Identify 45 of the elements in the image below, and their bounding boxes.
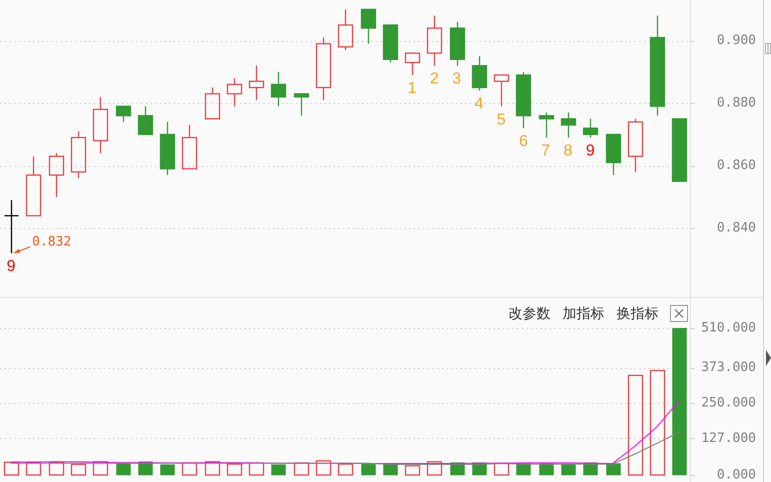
- bar: [4, 462, 20, 476]
- bar: [361, 464, 376, 476]
- bar: [672, 328, 687, 476]
- text: 8: [564, 142, 572, 160]
- bar: [92, 461, 108, 476]
- y-tick-label: 0.880: [716, 96, 756, 111]
- y-tick-label: 127.000: [701, 430, 756, 446]
- text: 2: [430, 70, 439, 88]
- text: 1: [408, 80, 417, 98]
- y-tick-label: 0.840: [716, 220, 756, 236]
- y-tick-label: 0.900: [716, 33, 756, 48]
- text: 7: [541, 142, 550, 160]
- annotation: 换指标: [616, 306, 658, 322]
- bar: [70, 464, 86, 476]
- text: 4: [474, 96, 484, 113]
- text: 5: [496, 111, 506, 128]
- bar: [606, 463, 621, 476]
- y-tick-label: 510.000: [701, 320, 756, 336]
- bar: [561, 464, 576, 476]
- annotation: 加指标: [562, 306, 604, 322]
- bar: [628, 374, 644, 476]
- bar: [426, 461, 442, 476]
- line-series: [10, 432, 680, 465]
- y-tick-label: 250.000: [701, 396, 756, 411]
- y-tick-label: 0.860: [716, 158, 756, 174]
- bar: [539, 463, 554, 476]
- bar: [160, 464, 175, 476]
- bar: [404, 465, 420, 476]
- bar: [116, 462, 131, 476]
- text: 9: [586, 142, 595, 160]
- annotation: 改参数: [508, 306, 550, 322]
- y-tick-label: 0.000: [716, 468, 756, 482]
- bar: [516, 463, 531, 476]
- y-tick-label: 373.000: [701, 360, 756, 376]
- bar: [383, 464, 398, 476]
- bar: [338, 463, 354, 476]
- bar: [316, 460, 332, 476]
- text: 9: [6, 258, 16, 276]
- text: 3: [452, 70, 462, 88]
- bar: [204, 461, 220, 476]
- annotation: 0.832: [32, 234, 72, 250]
- text: 6: [518, 133, 528, 150]
- bar: [271, 464, 286, 476]
- bar: [226, 463, 242, 476]
- bar: [650, 370, 666, 476]
